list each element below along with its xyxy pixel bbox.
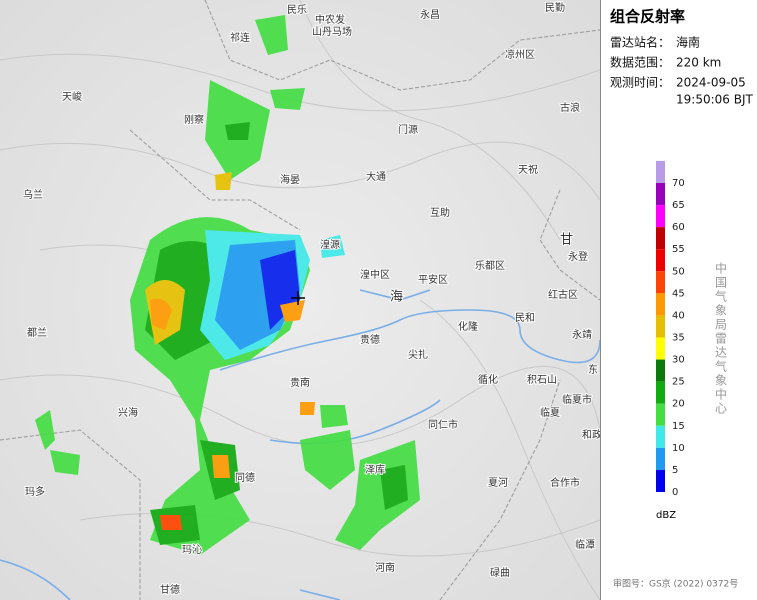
- legend-label: 30: [672, 355, 685, 366]
- place-label: 平安区: [418, 273, 448, 286]
- legend-swatch: [656, 293, 665, 316]
- radar-site: [291, 291, 305, 305]
- legend-label: 55: [672, 244, 685, 255]
- place-label: 海晏: [280, 173, 300, 186]
- place-label: 同仁市: [428, 418, 458, 431]
- place-label: 互助: [430, 206, 450, 219]
- place-label: 山丹马场: [312, 25, 352, 38]
- place-label: 海: [390, 290, 403, 305]
- place-label: 泽库: [365, 463, 385, 476]
- legend-swatch: [656, 359, 665, 382]
- place-label: 河南: [375, 561, 395, 574]
- place-label: 贵南: [290, 376, 310, 389]
- place-label: 化隆: [458, 320, 478, 333]
- place-label: 玛沁: [182, 544, 202, 556]
- legend-swatch: [656, 425, 665, 448]
- range-label: 数据范围：: [610, 55, 670, 70]
- place-label: 临潭: [575, 538, 595, 551]
- place-label: 甘: [560, 233, 573, 248]
- place-label: 贵德: [360, 333, 380, 346]
- place-label: 湟源: [320, 238, 340, 251]
- range: 220 km: [676, 56, 721, 70]
- credit: 中国气象局雷达气象中心: [714, 261, 728, 416]
- legend-label: 15: [672, 421, 685, 432]
- place-label: 天峻: [62, 90, 82, 103]
- legend-swatch: [656, 271, 665, 294]
- legend-label: 65: [672, 200, 685, 211]
- legend-label: 20: [672, 399, 685, 410]
- time: 19:50:06 BJT: [676, 93, 753, 107]
- legend-swatch: [656, 183, 665, 206]
- place-label: 天祝: [518, 163, 538, 176]
- time-label: 观测时间：: [610, 76, 670, 90]
- panel-bg: [600, 0, 757, 600]
- legend-swatch: [656, 403, 665, 426]
- station: 海南: [676, 35, 700, 50]
- place-label: 临夏: [540, 406, 560, 419]
- place-label: 和政: [582, 428, 600, 441]
- legend-label: 35: [672, 333, 685, 344]
- place-label: 永昌: [420, 8, 440, 21]
- legend-label: 10: [672, 443, 685, 454]
- place-label: 中农发: [315, 13, 345, 26]
- legend-label: 50: [672, 266, 685, 277]
- place-label: 甘德: [160, 583, 180, 596]
- legend-label: 0: [672, 487, 678, 498]
- place-label: 古浪: [560, 101, 580, 114]
- place-label: 乌兰: [23, 188, 43, 201]
- place-label: 临夏市: [562, 393, 592, 406]
- legend-swatch: [656, 315, 665, 338]
- legend-label: 45: [672, 288, 685, 299]
- legend-swatch: [656, 469, 665, 492]
- station-label: 雷达站名：: [610, 35, 670, 50]
- place-label: 大通: [366, 170, 386, 183]
- place-label: 同德: [235, 471, 255, 484]
- radar-echoes: [35, 15, 420, 555]
- legend-label: 70: [672, 178, 685, 189]
- unit: dBZ: [656, 510, 676, 521]
- place-label: 刚察: [184, 113, 204, 126]
- place-label: 循化: [478, 373, 498, 386]
- panel-title: 组合反射率: [610, 8, 685, 26]
- place-label: 永登: [568, 250, 588, 263]
- place-label: 门源: [398, 123, 418, 136]
- place-label: 湟中区: [360, 268, 390, 281]
- legend-swatch: [656, 227, 665, 250]
- place-label: 民勤: [545, 1, 565, 14]
- legend-swatch: [656, 249, 665, 272]
- place-label: 玛多: [25, 485, 45, 498]
- place-label: 积石山: [527, 374, 557, 386]
- place-label: 东: [588, 363, 598, 376]
- place-label: 尖扎: [408, 348, 428, 361]
- legend-swatch: [656, 160, 665, 183]
- place-label: 乐都区: [475, 260, 505, 272]
- info-panel: 组合反射率 雷达站名： 海南 数据范围： 220 km 观测时间： 2024-0…: [600, 0, 757, 600]
- place-label: 祁连: [230, 31, 250, 44]
- place-label: 合作市: [550, 476, 580, 489]
- legend-swatch: [656, 381, 665, 404]
- legend-swatch: [656, 447, 665, 470]
- place-label: 碌曲: [490, 567, 510, 579]
- place-label: 夏河: [488, 477, 508, 489]
- legend-label: 5: [672, 465, 678, 476]
- place-label: 都兰: [27, 326, 47, 339]
- legend-swatch: [656, 205, 665, 228]
- place-label: 红古区: [548, 288, 578, 301]
- place-label: 永靖: [572, 328, 592, 341]
- place-label: 民和: [515, 312, 535, 324]
- legend-label: 60: [672, 222, 685, 233]
- place-label: 凉州区: [505, 48, 535, 61]
- legend-label: 25: [672, 377, 685, 388]
- legend-swatch: [656, 337, 665, 360]
- boundaries: [0, 0, 600, 600]
- approval: 审图号：GS京 (2022) 0372号: [613, 578, 738, 590]
- legend-label: 40: [672, 310, 685, 321]
- place-label: 兴海: [118, 406, 138, 419]
- place-label: 民乐: [287, 4, 307, 16]
- date: 2024-09-05: [676, 76, 746, 90]
